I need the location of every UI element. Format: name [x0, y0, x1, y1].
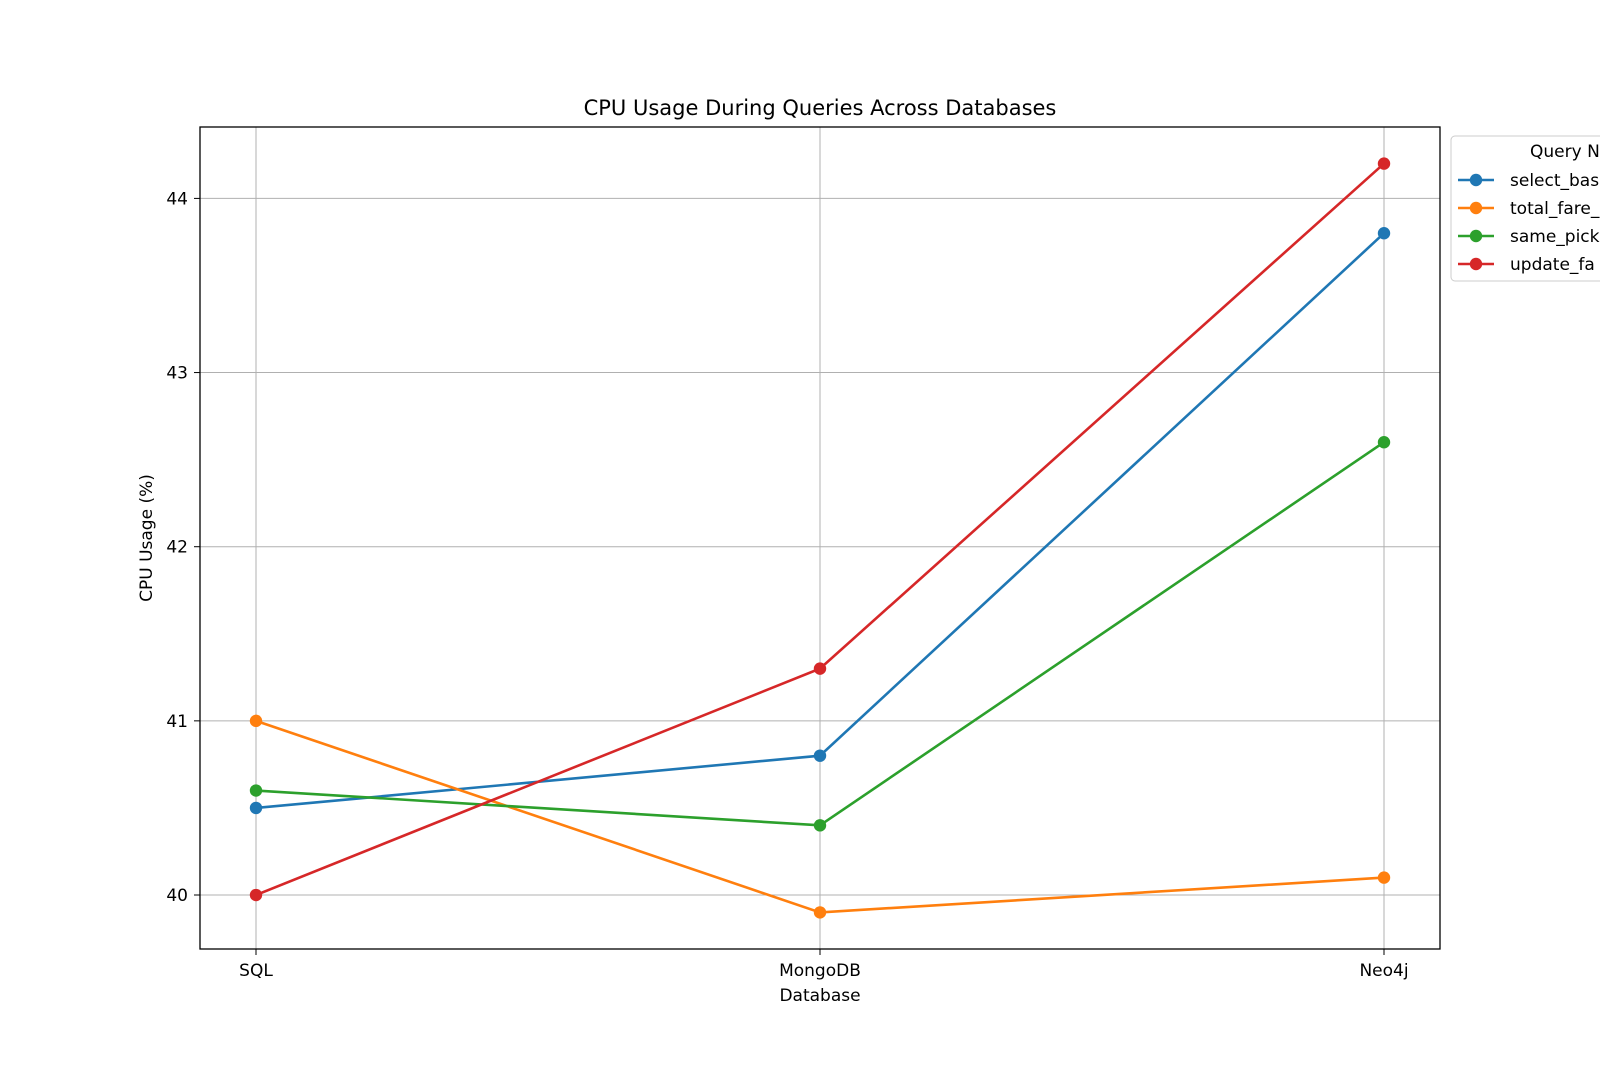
series-update_fa — [249, 157, 1391, 902]
y-tick-label: 42 — [166, 538, 188, 558]
y-tick-label: 41 — [166, 712, 188, 732]
data-point — [1377, 871, 1391, 884]
data-point — [249, 714, 263, 728]
legend-title: Query N — [1530, 142, 1600, 162]
legend-label: same_pick — [1510, 227, 1600, 247]
series-same_pick — [249, 436, 1391, 832]
y-tick-label: 40 — [166, 886, 188, 906]
legend-marker — [1469, 173, 1483, 187]
legend-box — [1450, 135, 1600, 282]
data-point — [813, 906, 827, 919]
legend-entries: select_bas total_fare_ same_pick update_fa — [1458, 171, 1600, 275]
data-point — [813, 819, 827, 832]
x-axis-label: Database — [779, 986, 860, 1006]
data-point — [1377, 227, 1391, 240]
series-total_fare — [249, 714, 1391, 919]
data-point — [249, 784, 263, 797]
legend-label: total_fare_ — [1510, 199, 1600, 219]
legend-label: select_bas — [1510, 171, 1599, 191]
series-select_bas — [249, 227, 1391, 815]
legend-label: update_fa — [1510, 255, 1595, 275]
legend-marker — [1469, 257, 1483, 271]
data-point — [249, 888, 263, 902]
x-tick-label: MongoDB — [779, 961, 861, 981]
chart-title: CPU Usage During Queries Across Database… — [584, 96, 1057, 120]
series-group — [249, 157, 1391, 919]
axis-ticks: SQL MongoDB Neo4j 40 41 42 43 44 — [166, 189, 1408, 981]
data-point — [1377, 436, 1391, 449]
y-tick-label: 43 — [166, 364, 188, 384]
y-tick-label: 44 — [166, 189, 188, 209]
data-point — [1377, 157, 1391, 170]
x-tick-label: SQL — [239, 961, 273, 981]
y-axis-label: CPU Usage (%) — [137, 474, 157, 602]
legend: Query N select_bas total_fare_ same_pickup… — [1450, 135, 1600, 282]
legend-marker — [1469, 201, 1483, 215]
data-point — [249, 801, 263, 815]
x-tick-label: Neo4j — [1359, 961, 1408, 981]
data-point — [813, 662, 827, 675]
data-point — [813, 749, 827, 762]
legend-marker — [1469, 229, 1483, 243]
